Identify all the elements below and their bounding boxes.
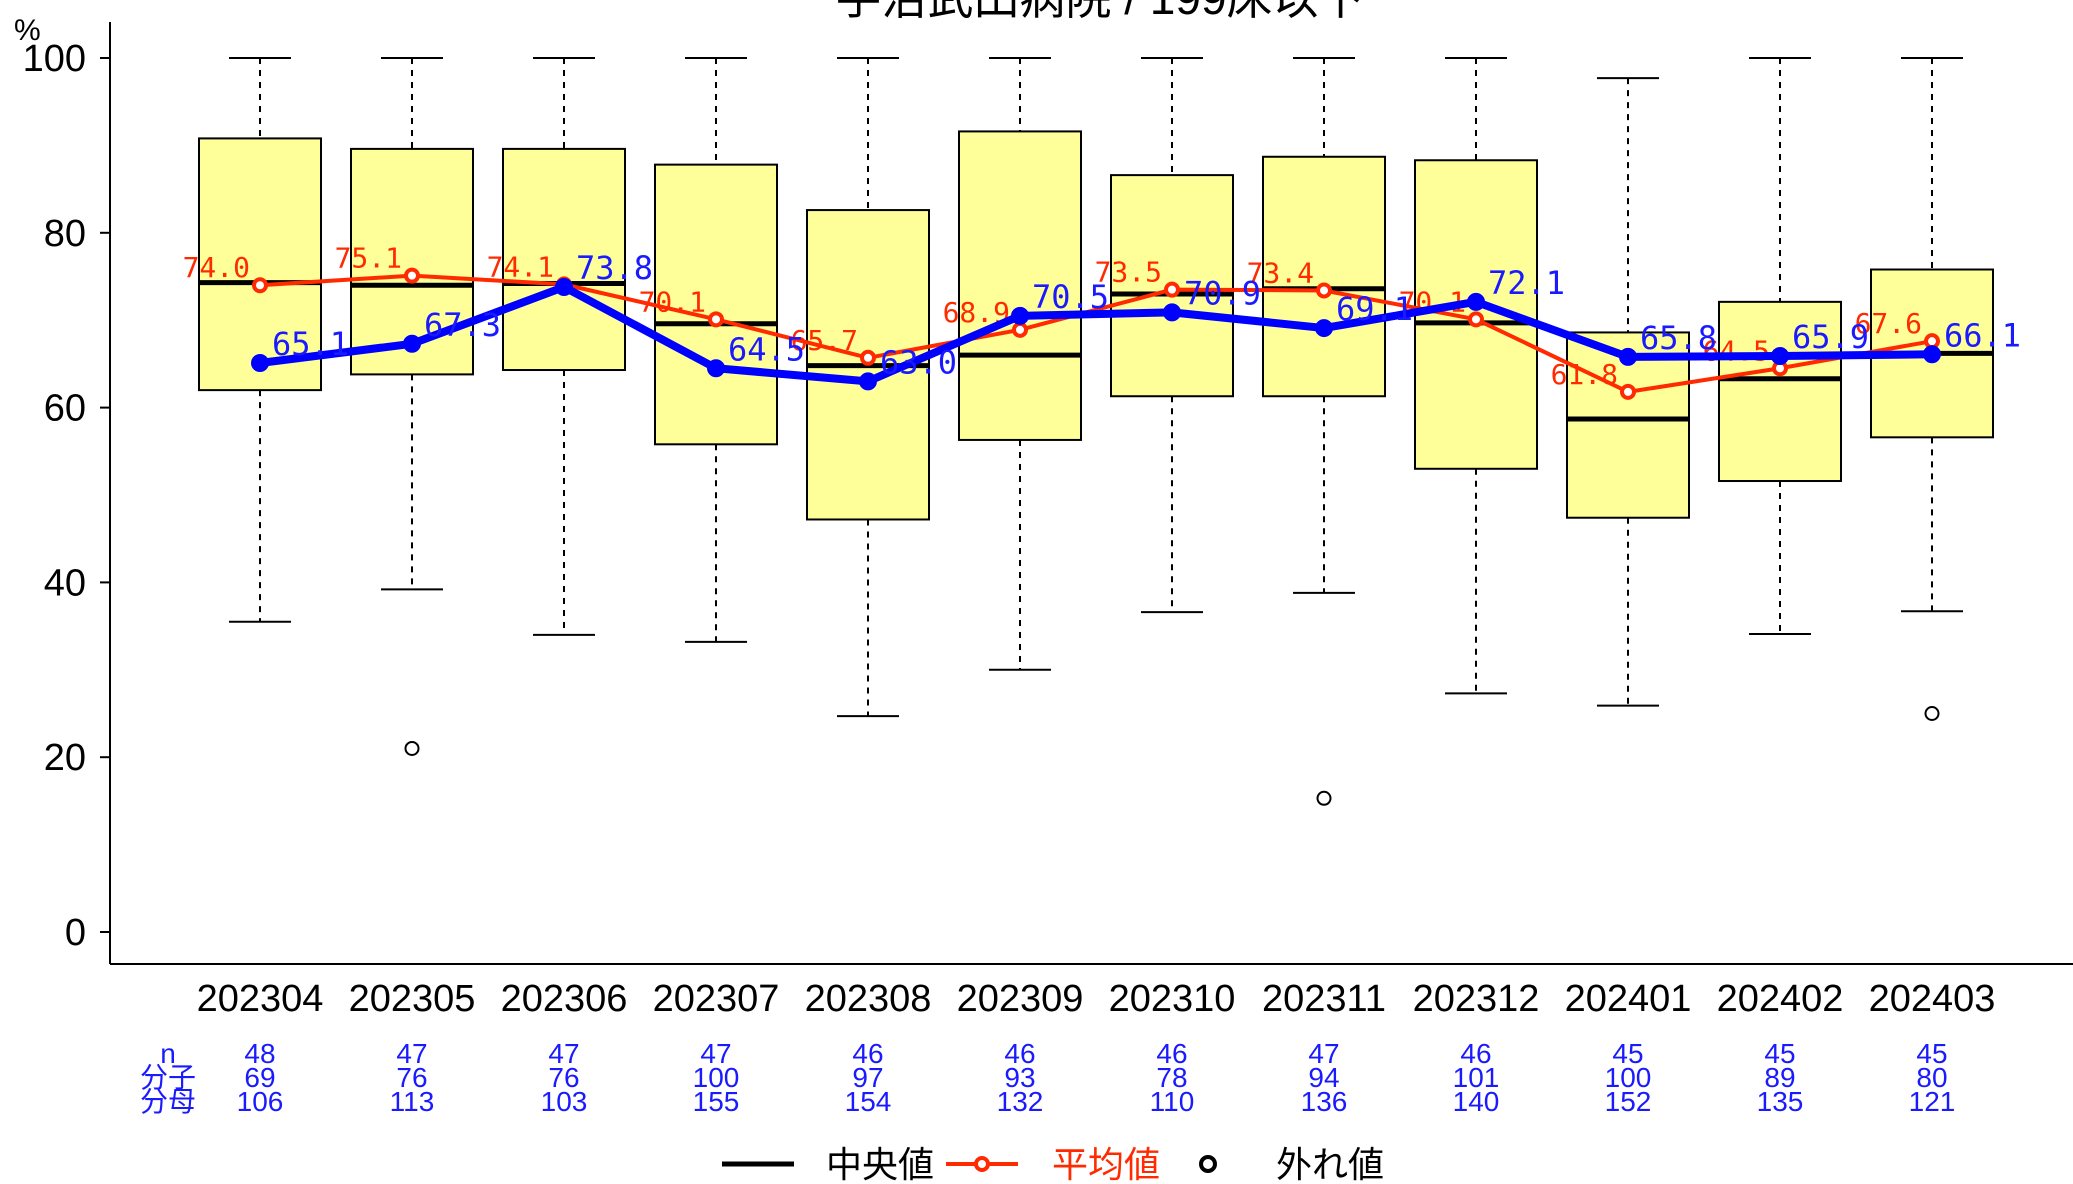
hospital-value-label: 73.8	[576, 249, 653, 287]
x-tick-label: 202403	[1869, 978, 1996, 1020]
count-value: 106	[237, 1086, 284, 1117]
count-value: 121	[1909, 1086, 1956, 1117]
hospital-point	[1924, 346, 1940, 362]
hospital-value-label: 65.8	[1640, 319, 1717, 357]
hospital-point	[1316, 320, 1332, 336]
hospital-point	[1468, 294, 1484, 310]
hospital-value-label: 65.1	[272, 325, 349, 363]
hospital-point	[556, 279, 572, 295]
box-202310	[1111, 58, 1233, 612]
hospital-value-label: 63.0	[880, 343, 957, 381]
mean-point	[862, 352, 874, 364]
hospital-value-label: 70.5	[1032, 278, 1109, 316]
count-value: 110	[1150, 1086, 1195, 1117]
y-tick-label: 80	[44, 213, 86, 255]
x-tick-label: 202311	[1262, 978, 1386, 1020]
count-value: 152	[1605, 1086, 1652, 1117]
mean-point	[406, 270, 418, 282]
mean-point	[254, 279, 266, 291]
mean-point	[710, 313, 722, 325]
count-value: 140	[1453, 1086, 1500, 1117]
count-value: 136	[1301, 1086, 1348, 1117]
mean-value-label: 75.1	[335, 242, 402, 275]
mean-value-label: 61.8	[1551, 358, 1618, 391]
x-tick-label: 202307	[653, 978, 780, 1020]
hospital-value-label: 64.5	[728, 330, 805, 368]
x-tick-label: 202401	[1565, 978, 1692, 1020]
legend-outlier-swatch	[1201, 1157, 1215, 1171]
y-tick-label: 40	[44, 562, 86, 604]
count-value: 103	[541, 1086, 588, 1117]
hospital-value-label: 70.9	[1184, 274, 1261, 312]
count-value: 154	[845, 1086, 892, 1117]
box-202312	[1415, 58, 1537, 693]
mean-point	[1470, 313, 1482, 325]
legend: 中央値 平均値 外れ値	[722, 1144, 1384, 1184]
mean-value-label: 70.1	[639, 285, 706, 318]
box-202306	[503, 58, 625, 635]
box-202403	[1871, 58, 1993, 720]
y-tick-label: 100	[23, 38, 86, 80]
outlier-point	[1318, 792, 1331, 805]
x-tick-label: 202312	[1413, 978, 1540, 1020]
hospital-point	[1620, 349, 1636, 365]
hospital-point	[1772, 348, 1788, 364]
y-tick-label: 0	[65, 912, 86, 954]
x-tick-label: 202402	[1717, 978, 1844, 1020]
y-tick-label: 60	[44, 388, 86, 430]
mean-value-label: 74.1	[487, 250, 554, 283]
x-tick-label: 202308	[805, 978, 932, 1020]
box-202305	[351, 58, 473, 755]
hospital-point	[1012, 308, 1028, 324]
mean-point	[1318, 284, 1330, 296]
x-tick-label: 202310	[1109, 978, 1236, 1020]
mean-point	[1014, 324, 1026, 336]
hospital-point	[404, 336, 420, 352]
x-tick-label: 202304	[197, 978, 324, 1020]
count-row-label: 分母	[140, 1086, 196, 1117]
x-tick-label: 202305	[349, 978, 476, 1020]
hospital-point	[860, 373, 876, 389]
chart-title: 芋治武田病院 / 199床以下	[835, 0, 1364, 24]
count-value: 135	[1757, 1086, 1804, 1117]
mean-value-label: 74.0	[183, 251, 250, 284]
x-tick-label: 202309	[957, 978, 1084, 1020]
box-plot-group	[199, 58, 1993, 805]
outlier-point	[406, 742, 419, 755]
count-value: 113	[390, 1086, 435, 1117]
y-tick-label: 20	[44, 737, 86, 779]
hospital-value-label: 67.3	[424, 306, 501, 344]
mean-point	[1622, 386, 1634, 398]
box-202309	[959, 58, 1081, 670]
hospital-value-label: 66.1	[1944, 316, 2021, 354]
x-tick-label: 202306	[501, 978, 628, 1020]
hospital-point	[252, 355, 268, 371]
hospital-value-label: 65.9	[1792, 318, 1869, 356]
hospital-point	[708, 360, 724, 376]
hospital-point	[1164, 304, 1180, 320]
legend-mean-swatch-point	[976, 1158, 988, 1170]
hospital-value-label: 69.1	[1336, 290, 1413, 328]
count-value: 132	[997, 1086, 1044, 1117]
hospital-value-label: 72.1	[1488, 264, 1565, 302]
outlier-point	[1926, 707, 1939, 720]
legend-median-label: 中央値	[826, 1144, 934, 1184]
box-202311	[1263, 58, 1385, 805]
count-value: 155	[693, 1086, 740, 1117]
legend-mean-label: 平均値	[1052, 1144, 1160, 1184]
legend-outlier-label: 外れ値	[1276, 1144, 1384, 1184]
mean-point	[1166, 284, 1178, 296]
